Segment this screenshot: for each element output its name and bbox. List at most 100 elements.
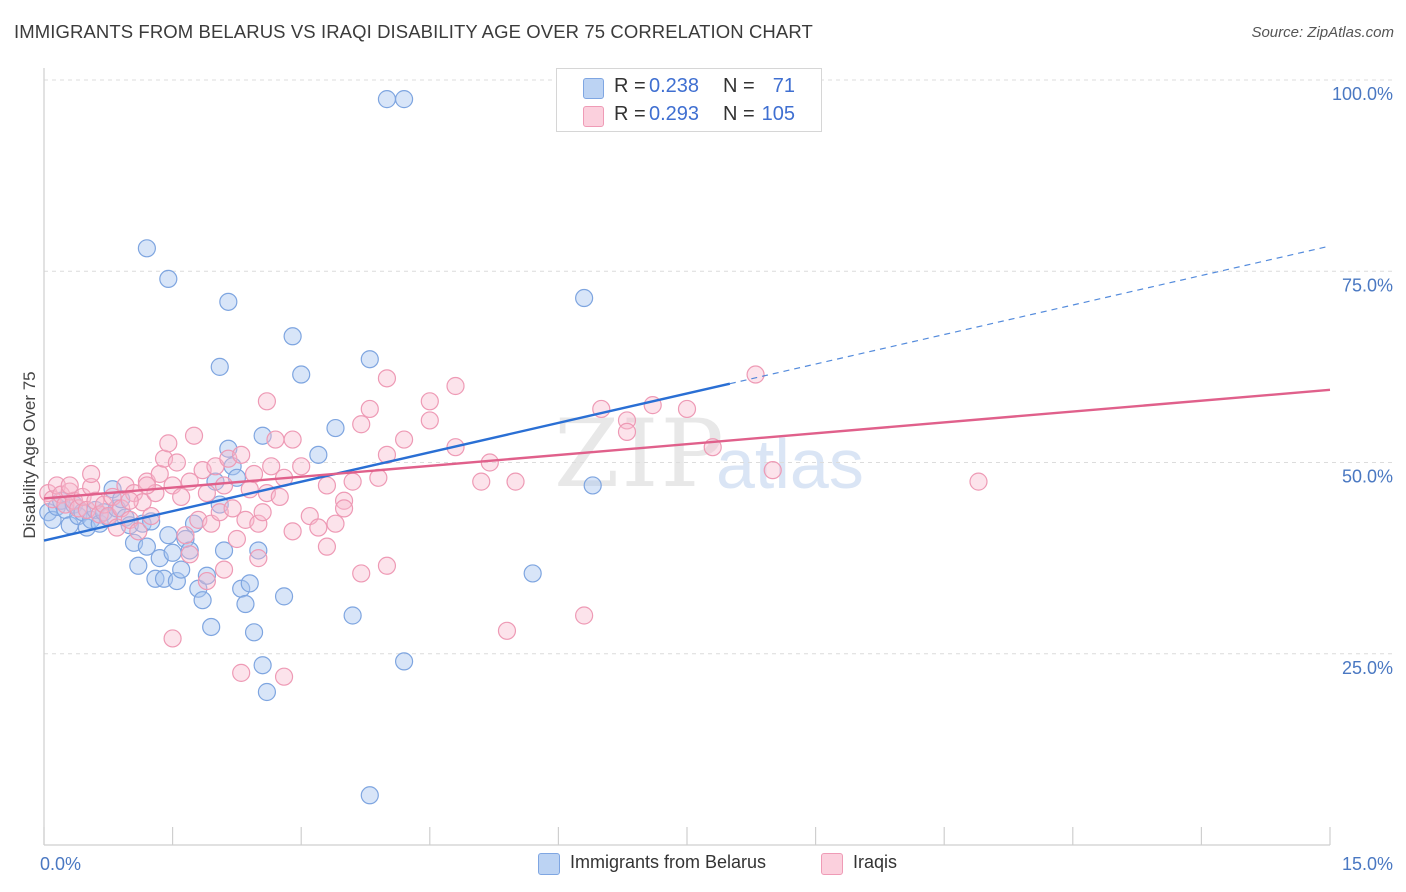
point-belarus (159, 526, 178, 545)
point-iraqis (377, 556, 397, 575)
point-belarus (137, 239, 156, 258)
point-belarus (377, 90, 397, 109)
legend-row-iraqis: R = 0.293 N = 105 (557, 101, 821, 129)
point-iraqis (214, 476, 234, 495)
point-iraqis (232, 663, 251, 682)
legend-n-value: 71 (772, 75, 795, 97)
point-iraqis (159, 434, 178, 453)
point-belarus (257, 682, 277, 702)
legend-r-label: R = (614, 75, 646, 97)
point-iraqis (163, 629, 182, 648)
point-iraqis (120, 491, 139, 510)
trend-extension-belarus (729, 245, 1331, 385)
point-belarus (137, 537, 156, 556)
point-iraqis (197, 571, 216, 591)
point-belarus (219, 292, 238, 311)
point-iraqis (266, 430, 285, 449)
x-tick-label: 15.0% (1342, 854, 1393, 874)
point-belarus (240, 574, 259, 593)
point-iraqis (249, 514, 268, 533)
point-belarus (244, 623, 264, 642)
point-iraqis (317, 537, 337, 556)
point-iraqis (334, 491, 354, 510)
point-belarus (360, 350, 379, 369)
point-iraqis (253, 503, 272, 522)
point-iraqis (746, 365, 765, 384)
bottom-legend-label-iraqis: Iraqis (853, 852, 898, 872)
point-iraqis (575, 606, 594, 625)
point-iraqis (343, 472, 362, 491)
point-belarus (214, 541, 234, 560)
point-belarus (523, 564, 542, 583)
point-belarus (159, 269, 178, 288)
point-iraqis (334, 499, 354, 518)
point-iraqis (197, 484, 216, 503)
point-iraqis (180, 545, 199, 564)
y-axis-title: Disability Age Over 75 (20, 371, 39, 538)
point-iraqis (677, 399, 697, 419)
legend-r-value: 0.293 (649, 103, 700, 125)
watermark-atlas: atlas (716, 425, 864, 503)
point-iraqis (317, 476, 337, 495)
point-iraqis (377, 369, 397, 388)
chart-title: IMMIGRANTS FROM BELARUS VS IRAQI DISABIL… (14, 21, 813, 42)
legend-r-label: R = (614, 103, 646, 125)
point-belarus (129, 556, 148, 575)
point-iraqis (352, 564, 371, 583)
trend-line-iraqis (43, 388, 1331, 500)
point-iraqis (257, 392, 277, 411)
point-iraqis (283, 430, 302, 449)
point-iraqis (472, 472, 491, 491)
point-iraqis (227, 529, 246, 549)
legend-row-belarus: R = 0.238 N = 71 (557, 73, 821, 101)
legend-r-value: 0.238 (649, 75, 700, 97)
point-belarus (283, 327, 302, 346)
point-belarus (236, 594, 255, 614)
y-tick-label: 100.0% (1332, 84, 1393, 104)
point-belarus (172, 560, 191, 579)
point-iraqis (223, 499, 242, 518)
x-tick-label: 0.0% (40, 854, 81, 874)
point-belarus (193, 591, 212, 610)
point-belarus (292, 365, 311, 384)
point-iraqis (446, 376, 465, 396)
point-iraqis (60, 476, 79, 495)
legend-swatch-belarus (583, 78, 604, 99)
point-iraqis (506, 472, 525, 491)
point-iraqis (262, 457, 281, 476)
point-belarus (163, 543, 182, 562)
chart-source: Source: ZipAtlas.com (1251, 24, 1394, 41)
point-belarus (575, 288, 594, 308)
point-iraqis (763, 461, 782, 480)
label-layer: 25.0% 50.0% 75.0% 100.0% 0.0% 15.0% Disability… (20, 84, 1393, 874)
point-iraqis (214, 560, 234, 579)
correlation-legend: R = 0.238 N = 71 R = 0.293 N = 105 (556, 68, 822, 132)
legend-swatch-iraqis (583, 106, 604, 127)
point-belarus (343, 606, 362, 625)
point-iraqis (497, 621, 517, 640)
point-iraqis (172, 487, 191, 507)
point-iraqis (394, 430, 414, 449)
point-belarus (326, 418, 345, 438)
point-belarus (309, 445, 328, 464)
legend-n-value: 105 (761, 103, 795, 125)
point-belarus (202, 617, 221, 637)
point-iraqis (360, 399, 379, 419)
point-belarus (210, 357, 229, 376)
point-iraqis (292, 457, 311, 476)
point-belarus (167, 571, 186, 591)
point-iraqis (82, 464, 101, 484)
points-layer (39, 90, 988, 805)
point-iraqis (274, 667, 294, 686)
y-tick-label: 75.0% (1342, 275, 1393, 295)
point-iraqis (270, 487, 289, 507)
bottom-legend-label-belarus: Immigrants from Belarus (570, 852, 767, 872)
point-iraqis (129, 522, 148, 541)
point-belarus (394, 90, 414, 109)
point-iraqis (309, 518, 328, 537)
point-belarus (249, 541, 268, 560)
point-iraqis (86, 491, 105, 510)
y-tick-label: 25.0% (1342, 658, 1393, 678)
point-iraqis (352, 415, 371, 434)
